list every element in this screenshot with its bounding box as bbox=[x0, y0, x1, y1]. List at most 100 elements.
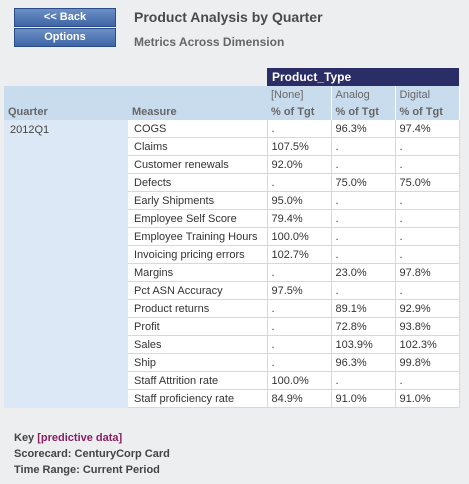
measure-cell[interactable]: Invoicing pricing errors bbox=[128, 245, 268, 264]
measure-cell[interactable]: Staff Attrition rate bbox=[128, 371, 268, 390]
pct-of-target-header: % of Tgt bbox=[267, 103, 332, 120]
measure-cell[interactable]: Profit bbox=[128, 317, 268, 336]
value-cell: 99.8% bbox=[395, 353, 460, 372]
value-cell: 103.9% bbox=[331, 335, 396, 354]
table-row: Profit. 72.8% 93.8% bbox=[4, 317, 460, 336]
value-cell: . bbox=[331, 245, 396, 264]
table-row: Claims 107.5%.. bbox=[4, 137, 460, 156]
value-cell: . bbox=[331, 227, 396, 246]
pct-of-target-header: % of Tgt bbox=[395, 103, 460, 120]
value-cell: 91.0% bbox=[395, 389, 460, 408]
value-cell: 23.0% bbox=[331, 263, 396, 282]
measure-cell[interactable]: Employee Self Score bbox=[128, 209, 268, 228]
predictive-data-key: [predictive data] bbox=[37, 432, 123, 444]
value-cell: 96.3% bbox=[331, 353, 396, 372]
value-cell: 75.0% bbox=[395, 173, 460, 192]
quarter-spacer bbox=[4, 86, 128, 103]
measure-cell[interactable]: Early Shipments bbox=[128, 191, 268, 210]
value-cell: 102.7% bbox=[267, 245, 332, 264]
value-cell: 93.8% bbox=[395, 317, 460, 336]
value-cell: . bbox=[331, 209, 396, 228]
measure-cell[interactable]: Ship bbox=[128, 353, 268, 372]
value-cell: 79.4% bbox=[267, 209, 332, 228]
value-cell: 100.0% bbox=[267, 371, 332, 390]
value-cell: 102.3% bbox=[395, 335, 460, 354]
value-cell: . bbox=[331, 137, 396, 156]
value-cell: . bbox=[395, 281, 460, 300]
value-cell: . bbox=[267, 299, 332, 318]
value-cell: 97.4% bbox=[395, 120, 460, 138]
page-subtitle: Metrics Across Dimension bbox=[134, 35, 285, 49]
measure-cell[interactable]: Defects bbox=[128, 173, 268, 192]
table-row: Product returns. 89.1% 92.9% bbox=[4, 299, 460, 318]
value-cell: 91.0% bbox=[331, 389, 396, 408]
measure-cell[interactable]: Customer renewals bbox=[128, 155, 268, 174]
table-row: Employee Training Hours 100.0%.. bbox=[4, 227, 460, 246]
measure-cell[interactable]: Claims bbox=[128, 137, 268, 156]
measure-cell[interactable]: Staff proficiency rate bbox=[128, 389, 268, 408]
value-cell: 75.0% bbox=[331, 173, 396, 192]
measure-cell[interactable]: Employee Training Hours bbox=[128, 227, 268, 246]
table-row: Staff Attrition rate 100.0%.. bbox=[4, 371, 460, 390]
product-type-digital[interactable]: Digital bbox=[395, 86, 460, 103]
table-body: 2012Q1 COGS. 96.3% 97.4% Claims 107.5%.. Custo… bbox=[4, 120, 460, 408]
product-type-header[interactable]: Product_Type bbox=[267, 68, 460, 86]
table-row: Invoicing pricing errors 102.7%.. bbox=[4, 245, 460, 264]
value-cell: 92.9% bbox=[395, 299, 460, 318]
value-cell: . bbox=[331, 191, 396, 210]
scorecard-label: Scorecard: CenturyCorp Card bbox=[14, 448, 170, 460]
table-row: Employee Self Score 79.4%.. bbox=[4, 209, 460, 228]
pct-of-target-header: % of Tgt bbox=[331, 103, 396, 120]
table-row: Early Shipments 95.0%.. bbox=[4, 191, 460, 210]
value-cell: 96.3% bbox=[331, 120, 396, 138]
measure-cell[interactable]: Sales bbox=[128, 335, 268, 354]
value-cell: 97.5% bbox=[267, 281, 332, 300]
value-cell: 100.0% bbox=[267, 227, 332, 246]
quarter-cell[interactable]: 2012Q1 bbox=[4, 120, 128, 408]
value-cell: . bbox=[331, 155, 396, 174]
value-cell: . bbox=[395, 137, 460, 156]
value-cell: 72.8% bbox=[331, 317, 396, 336]
blank-header bbox=[4, 68, 128, 86]
value-cell: . bbox=[395, 227, 460, 246]
table-row: Customer renewals 92.0%.. bbox=[4, 155, 460, 174]
value-cell: . bbox=[267, 317, 332, 336]
footer-key: Key [predictive data] Scorecard: Century… bbox=[14, 430, 170, 478]
value-cell: . bbox=[395, 371, 460, 390]
measure-cell[interactable]: Pct ASN Accuracy bbox=[128, 281, 268, 300]
value-cell: . bbox=[395, 209, 460, 228]
product-type-none[interactable]: [None] bbox=[267, 86, 332, 103]
value-cell: 92.0% bbox=[267, 155, 332, 174]
table-row: 2012Q1 COGS. 96.3% 97.4% bbox=[4, 120, 460, 408]
measure-cell[interactable]: Product returns bbox=[128, 299, 268, 318]
metrics-table: Product_Type [None] Analog Digital Quart… bbox=[4, 68, 460, 408]
options-button[interactable]: Options bbox=[14, 28, 116, 47]
value-cell: . bbox=[267, 335, 332, 354]
blank-header bbox=[128, 68, 267, 86]
table-row: Defects. 75.0% 75.0% bbox=[4, 173, 460, 192]
value-cell: . bbox=[267, 353, 332, 372]
measure-cell[interactable]: Margins bbox=[128, 263, 268, 282]
measure-spacer bbox=[128, 86, 267, 103]
table-row: Sales. 103.9% 102.3% bbox=[4, 335, 460, 354]
value-cell: . bbox=[395, 191, 460, 210]
table-row: Margins. 23.0% 97.8% bbox=[4, 263, 460, 282]
value-cell: 97.8% bbox=[395, 263, 460, 282]
page-title: Product Analysis by Quarter bbox=[134, 9, 323, 25]
value-cell: 107.5% bbox=[267, 137, 332, 156]
value-cell: . bbox=[395, 245, 460, 264]
key-line: Key [predictive data] bbox=[14, 430, 170, 446]
quarter-column-header[interactable]: Quarter bbox=[4, 103, 128, 120]
value-cell: 95.0% bbox=[267, 191, 332, 210]
value-cell: . bbox=[267, 173, 332, 192]
value-cell: 84.9% bbox=[267, 389, 332, 408]
key-label: Key bbox=[14, 432, 35, 444]
value-cell: 89.1% bbox=[331, 299, 396, 318]
product-type-analog[interactable]: Analog bbox=[331, 86, 396, 103]
value-cell: . bbox=[331, 371, 396, 390]
back-button[interactable]: << Back bbox=[14, 8, 116, 27]
table-row: Staff proficiency rate 84.9% 91.0% 91.0% bbox=[4, 389, 460, 408]
measure-cell[interactable]: COGS bbox=[128, 120, 268, 138]
table-row: Ship. 96.3% 99.8% bbox=[4, 353, 460, 372]
measure-column-header[interactable]: Measure bbox=[128, 103, 267, 120]
